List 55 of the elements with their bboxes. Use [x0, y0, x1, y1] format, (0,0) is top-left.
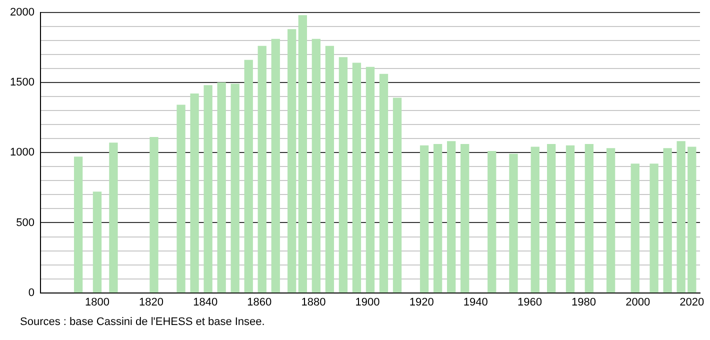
y-tick-label: 0 [28, 286, 34, 299]
bar [244, 60, 253, 293]
bar [547, 144, 556, 293]
x-tick-label: 2000 [626, 296, 650, 308]
x-tick-label: 1920 [409, 296, 434, 308]
bar [204, 85, 212, 293]
x-tick-label: 1960 [517, 296, 542, 308]
bar [258, 46, 266, 293]
bar [530, 146, 540, 293]
x-tick-label: 2020 [680, 296, 704, 308]
bar [352, 62, 362, 293]
x-tick-label: 1860 [247, 296, 272, 308]
bar [190, 94, 199, 293]
bar [606, 148, 616, 293]
bar [488, 150, 496, 293]
bar [630, 164, 640, 293]
y-tick-label: 500 [16, 216, 34, 229]
bar [379, 74, 388, 293]
bar [325, 46, 334, 293]
bar [446, 141, 456, 293]
bar [584, 144, 594, 293]
bar [74, 156, 83, 293]
y-tick-label: 1000 [10, 146, 34, 159]
x-tick-label: 1980 [572, 296, 596, 308]
bar [433, 144, 442, 293]
x-tick-label: 1880 [301, 296, 326, 308]
bar [298, 15, 307, 293]
bar [217, 82, 226, 293]
y-tick-label: 1500 [10, 76, 34, 89]
bar [676, 141, 686, 293]
bar [392, 98, 402, 293]
bar [650, 164, 658, 293]
x-tick-label: 1840 [193, 296, 218, 308]
bar [338, 57, 348, 293]
x-tick-label: 1800 [84, 296, 110, 308]
bar [366, 66, 375, 293]
x-tick-label: 1820 [139, 296, 164, 308]
y-tick-label: 2000 [10, 6, 34, 19]
bar [688, 146, 696, 293]
bar [150, 136, 158, 293]
bar [288, 29, 296, 293]
bar [312, 38, 321, 293]
bar [230, 84, 240, 293]
source-note: Sources : base Cassini de l'EHESS et base Insee. [20, 316, 266, 328]
bar [92, 192, 102, 293]
bar [509, 154, 518, 293]
x-tick-label: 1940 [463, 296, 488, 308]
bar [663, 148, 672, 293]
bar [460, 144, 470, 293]
bar [109, 142, 118, 293]
bar [566, 145, 575, 293]
bar [420, 145, 429, 293]
bar [271, 38, 280, 293]
x-tick-label: 1900 [355, 296, 380, 308]
bar [176, 104, 186, 293]
